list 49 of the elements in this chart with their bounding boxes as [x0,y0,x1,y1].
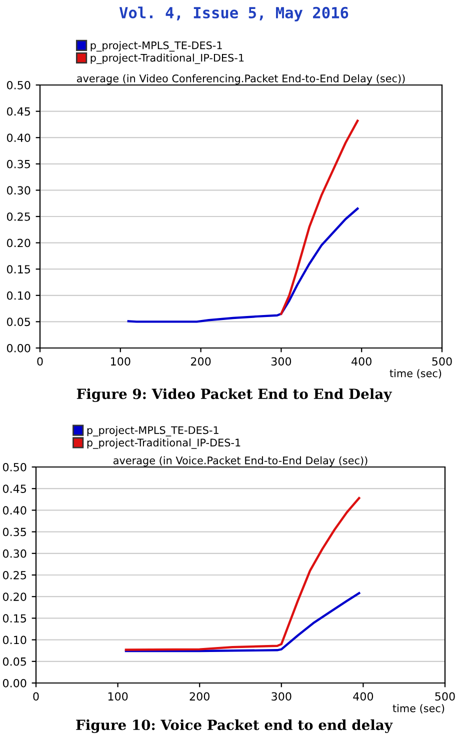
x-tick-label: 500 [435,692,455,701]
y-tick-label: 0.30 [6,186,30,195]
caption: Figure 10: Voice Packet end to end delay [76,719,393,733]
x-tick-label: 200 [191,357,211,366]
x-tick-label: 200 [190,692,210,701]
y-tick-label: 0.05 [6,318,30,326]
y-tick-label: 0.50 [2,462,26,472]
y-tick-label: 0.45 [2,484,26,493]
y-tick-label: 0.00 [6,344,30,352]
y-tick-label: 0.15 [2,614,26,623]
caption: Figure 9: Video Packet End to End Delay [76,388,392,402]
x-tick-label: 300 [271,357,292,366]
y-tick-label: 0.40 [6,134,30,142]
line-series [280,120,359,315]
y-tick-label: 0.05 [2,657,26,666]
x-tick-label: 0 [37,357,43,366]
y-tick-label: 0.15 [6,265,30,274]
y-tick-label: 0.10 [6,291,30,300]
x-tick-label: 300 [272,692,292,701]
x-tick-label: 100 [108,692,128,701]
x-axis-title: time (sec) [390,369,442,378]
legend-label: p_project-Traditional_IP-DES-1 [87,438,240,449]
legend-label: p_project-Traditional_IP-DES-1 [90,54,244,64]
y-tick-label: 0.10 [2,636,26,644]
y-tick-label: 0.35 [6,160,30,168]
chart-title: average (in Voice.Packet End-to-End Delay (sec)) [114,456,368,466]
legend-label: p_project-MPLS_TE-DES-1 [90,41,222,52]
y-tick-label: 0.00 [2,678,26,688]
y-tick-label: 0.30 [2,549,26,558]
line-series [124,496,360,651]
x-tick-label: 500 [432,357,452,366]
y-tick-label: 0.35 [2,528,26,536]
y-tick-label: 0.25 [6,212,30,221]
text: Vol. 4, Issue 5, May 2016 [119,6,348,22]
line-series [127,208,359,323]
y-tick-label: 0.50 [6,80,30,90]
x-tick-label: 400 [352,357,372,366]
x-tick-label: 100 [111,357,130,366]
y-tick-label: 0.40 [2,506,26,515]
line-series [124,592,360,652]
y-tick-label: 0.20 [6,238,30,248]
x-tick-label: 400 [353,692,374,701]
x-tick-label: 0 [33,692,39,701]
x-axis-title: time (sec) [392,704,444,714]
y-tick-label: 0.20 [2,592,26,601]
chart-title: average (in Video Conferencing.Packet End-to-End Delay (sec)) [77,74,405,84]
legend-label: p_project-MPLS_TE-DES-1 [87,426,218,436]
y-tick-label: 0.25 [2,570,26,580]
y-tick-label: 0.45 [6,107,30,116]
